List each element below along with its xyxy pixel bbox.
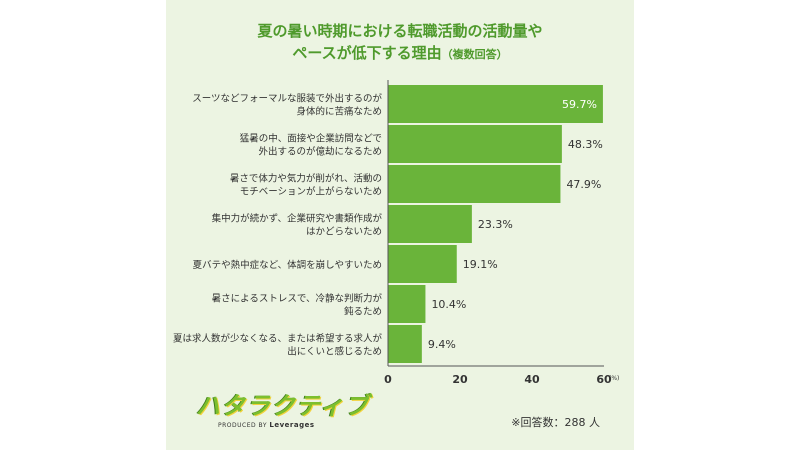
- value-label-6: 9.4%: [428, 338, 456, 351]
- category-label-6: 夏は求人数が少なくなる、または希望する求人が出にくいと感じるため: [173, 333, 383, 358]
- infographic-card: 夏の暑い時期における転職活動の活動量や ペースが低下する理由（複数回答） スーツ…: [166, 0, 634, 450]
- category-label-4: 夏バテや熱中症など、体調を崩しやすいため: [193, 259, 382, 271]
- bar-1: [388, 125, 562, 163]
- bar-5: [388, 285, 426, 323]
- bar-4: [388, 245, 457, 283]
- x-tick-label-1: 20: [452, 373, 468, 386]
- value-label-4: 19.1%: [463, 258, 498, 271]
- brand-logo: ハタラクティブ PRODUCED BY Leverages: [196, 393, 370, 429]
- chart-title: 夏の暑い時期における転職活動の活動量や ペースが低下する理由（複数回答）: [166, 20, 634, 66]
- title-line-2: ペースが低下する理由（複数回答）: [166, 42, 634, 66]
- bar-chart: スーツなどフォーマルな服装で外出するのが身体的に苦痛なため 59.7% 猛暑の中、面…: [173, 80, 619, 386]
- value-label-5: 10.4%: [431, 298, 466, 311]
- value-label-2: 47.9%: [566, 178, 601, 191]
- x-tick-label-0: 0: [384, 373, 392, 386]
- logo-text: ハタラクティブ: [196, 392, 370, 420]
- bar-2: [388, 165, 561, 203]
- category-label-3: 集中力が続かず、企業研究や書類作成がはかどらないため: [212, 213, 383, 238]
- logo-byline-brand: Leverages: [269, 421, 315, 429]
- value-label-1: 48.3%: [568, 138, 603, 151]
- title-line-1: 夏の暑い時期における転職活動の活動量や: [257, 22, 543, 40]
- category-label-0: スーツなどフォーマルな服装で外出するのが身体的に苦痛なため: [192, 93, 382, 118]
- category-label-5: 暑さによるストレスで、冷静な判断力が鈍るため: [212, 293, 383, 318]
- logo-byline: PRODUCED BY Leverages: [218, 421, 370, 429]
- value-label-3: 23.3%: [478, 218, 513, 231]
- respondent-count: ※回答数：288 人: [511, 416, 600, 429]
- bar-6: [388, 325, 422, 363]
- category-label-2: 暑さで体力や気力が削がれ、活動のモチベーションが上がらないため: [230, 173, 382, 198]
- x-unit-label: (%): [609, 375, 619, 382]
- bar-3: [388, 205, 472, 243]
- title-line-2-text: ペースが低下する理由: [292, 44, 442, 62]
- logo-byline-prefix: PRODUCED BY: [218, 422, 267, 429]
- x-tick-label-2: 40: [524, 373, 540, 386]
- category-label-1: 猛暑の中、面接や企業訪問などで外出するのが億劫になるため: [240, 133, 382, 158]
- x-tick-label-3: 60: [596, 373, 612, 386]
- value-label-0: 59.7%: [562, 98, 597, 111]
- bar-0: [388, 85, 603, 123]
- title-note: （複数回答）: [441, 48, 508, 61]
